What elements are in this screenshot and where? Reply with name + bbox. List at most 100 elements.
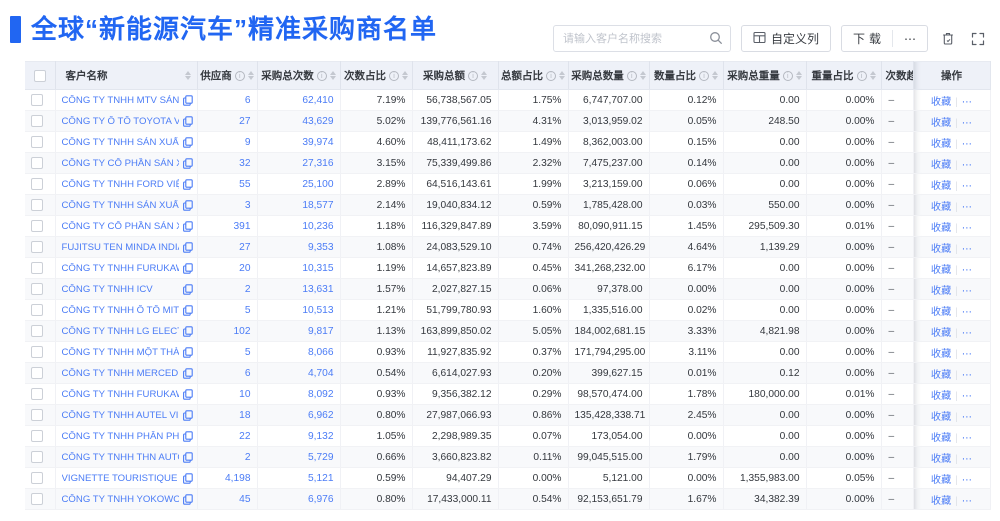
customer-name-link[interactable]: CÔNG TY TNHH FURUKAWA A... xyxy=(61,388,179,400)
row-checkbox[interactable] xyxy=(31,409,43,421)
row-checkbox[interactable] xyxy=(31,136,43,148)
row-more-button[interactable]: ⋯ xyxy=(961,285,973,297)
customer-name-link[interactable]: CÔNG TY TNHH Ô TÔ MITSUBI... xyxy=(61,304,179,316)
customer-name-link[interactable]: CÔNG TY CỔ PHẦN SẢN XUẤT... xyxy=(61,157,179,169)
copy-icon[interactable] xyxy=(182,346,193,358)
row-more-button[interactable]: ⋯ xyxy=(961,96,973,108)
favorite-link[interactable]: 收藏 xyxy=(930,201,952,213)
sort-icon[interactable] xyxy=(795,71,802,80)
row-checkbox[interactable] xyxy=(31,199,43,211)
row-more-button[interactable]: ⋯ xyxy=(961,222,973,234)
row-more-button[interactable]: ⋯ xyxy=(961,159,973,171)
customer-name-link[interactable]: CÔNG TY TNHH MTV SẢN XUẤ... xyxy=(61,94,179,106)
row-checkbox[interactable] xyxy=(31,493,43,505)
row-checkbox[interactable] xyxy=(31,157,43,169)
row-checkbox[interactable] xyxy=(31,325,43,337)
info-icon[interactable]: i xyxy=(468,70,478,81)
search-icon[interactable] xyxy=(709,31,723,50)
trash-icon[interactable] xyxy=(938,25,958,52)
copy-icon[interactable] xyxy=(182,262,193,274)
customer-name-link[interactable]: CÔNG TY TNHH SẢN XUẤT VÀ ... xyxy=(61,199,179,211)
favorite-link[interactable]: 收藏 xyxy=(930,495,952,507)
sort-icon[interactable] xyxy=(869,71,876,80)
row-more-button[interactable]: ⋯ xyxy=(961,495,973,507)
favorite-link[interactable]: 收藏 xyxy=(930,222,952,234)
copy-icon[interactable] xyxy=(182,430,193,442)
copy-icon[interactable] xyxy=(182,241,193,253)
row-checkbox[interactable] xyxy=(31,346,43,358)
info-icon[interactable]: i xyxy=(626,70,637,81)
favorite-link[interactable]: 收藏 xyxy=(930,369,952,381)
sort-icon[interactable] xyxy=(247,71,254,80)
customer-name-link[interactable]: CÔNG TY TNHH YOKOWO VIỆT... xyxy=(61,493,179,505)
info-icon[interactable]: i xyxy=(546,70,556,81)
row-checkbox[interactable] xyxy=(31,367,43,379)
copy-icon[interactable] xyxy=(182,388,193,400)
sort-icon[interactable] xyxy=(184,71,191,80)
copy-icon[interactable] xyxy=(182,136,193,148)
favorite-link[interactable]: 收藏 xyxy=(930,348,952,360)
row-more-button[interactable]: ⋯ xyxy=(961,264,973,276)
row-more-button[interactable]: ⋯ xyxy=(961,201,973,213)
row-checkbox[interactable] xyxy=(31,115,43,127)
copy-icon[interactable] xyxy=(182,367,193,379)
favorite-link[interactable]: 收藏 xyxy=(930,180,952,192)
favorite-link[interactable]: 收藏 xyxy=(930,285,952,297)
search-input[interactable] xyxy=(552,25,731,52)
sort-icon[interactable] xyxy=(402,71,408,80)
row-checkbox[interactable] xyxy=(31,178,43,190)
row-checkbox[interactable] xyxy=(31,241,43,253)
info-icon[interactable]: i xyxy=(699,70,709,81)
favorite-link[interactable]: 收藏 xyxy=(930,390,952,402)
download-more-button[interactable]: ⋯ xyxy=(904,31,916,46)
info-icon[interactable]: i xyxy=(234,70,245,81)
copy-icon[interactable] xyxy=(182,493,193,505)
copy-icon[interactable] xyxy=(182,220,193,232)
copy-icon[interactable] xyxy=(182,199,193,211)
customer-name-link[interactable]: CÔNG TY TNHH LG ELECTRON... xyxy=(61,325,179,337)
row-checkbox[interactable] xyxy=(31,283,43,295)
sort-icon[interactable] xyxy=(639,71,646,80)
copy-icon[interactable] xyxy=(182,472,193,484)
row-checkbox[interactable] xyxy=(31,220,43,232)
copy-icon[interactable] xyxy=(182,283,193,295)
copy-icon[interactable] xyxy=(182,451,193,463)
row-more-button[interactable]: ⋯ xyxy=(961,138,973,150)
copy-icon[interactable] xyxy=(182,157,193,169)
favorite-link[interactable]: 收藏 xyxy=(930,327,952,339)
row-more-button[interactable]: ⋯ xyxy=(961,180,973,192)
copy-icon[interactable] xyxy=(182,304,193,316)
customer-name-link[interactable]: CÔNG TY Ô TÔ TOYOTA VIỆT ... xyxy=(61,115,179,127)
favorite-link[interactable]: 收藏 xyxy=(930,411,952,423)
row-more-button[interactable]: ⋯ xyxy=(961,432,973,444)
fullscreen-icon[interactable] xyxy=(968,25,988,52)
customer-name-link[interactable]: CÔNG TY TNHH FORD VIỆT NAM xyxy=(61,178,179,190)
row-more-button[interactable]: ⋯ xyxy=(961,369,973,381)
customer-name-link[interactable]: CÔNG TY TNHH SẢN XUẤT VÀ ... xyxy=(61,136,179,148)
info-icon[interactable]: i xyxy=(782,70,793,81)
customer-name-link[interactable]: VIGNETTE TOURISTIQUE G UNI... xyxy=(61,472,179,484)
favorite-link[interactable]: 收藏 xyxy=(930,453,952,465)
favorite-link[interactable]: 收藏 xyxy=(930,264,952,276)
sort-icon[interactable] xyxy=(329,71,336,80)
customer-name-link[interactable]: FUJITSU TEN MINDA INDIA PVT... xyxy=(61,241,179,253)
favorite-link[interactable]: 收藏 xyxy=(930,138,952,150)
customer-name-link[interactable]: CÔNG TY CỔ PHẦN SẢN XUẤT... xyxy=(61,220,179,232)
favorite-link[interactable]: 收藏 xyxy=(930,306,952,318)
favorite-link[interactable]: 收藏 xyxy=(930,474,952,486)
row-more-button[interactable]: ⋯ xyxy=(961,306,973,318)
copy-icon[interactable] xyxy=(182,409,193,421)
row-checkbox[interactable] xyxy=(31,94,43,106)
row-more-button[interactable]: ⋯ xyxy=(961,243,973,255)
favorite-link[interactable]: 收藏 xyxy=(930,243,952,255)
customize-columns-button[interactable]: 自定义列 xyxy=(740,25,831,52)
row-more-button[interactable]: ⋯ xyxy=(961,348,973,360)
row-more-button[interactable]: ⋯ xyxy=(961,474,973,486)
download-button[interactable]: 下载 xyxy=(852,32,885,46)
favorite-link[interactable]: 收藏 xyxy=(930,117,952,129)
copy-icon[interactable] xyxy=(182,115,193,127)
favorite-link[interactable]: 收藏 xyxy=(930,159,952,171)
row-more-button[interactable]: ⋯ xyxy=(961,117,973,129)
favorite-link[interactable]: 收藏 xyxy=(930,96,952,108)
customer-name-link[interactable]: CÔNG TY TNHH MERCEDES-B... xyxy=(61,367,179,379)
